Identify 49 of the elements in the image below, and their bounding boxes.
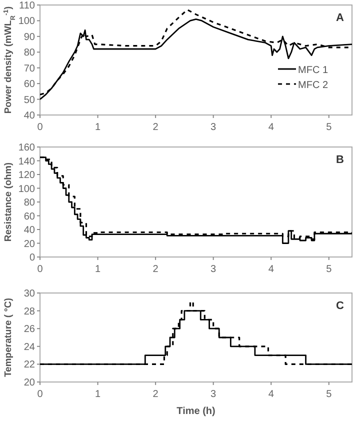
y-axis-title: Temperature ( °C)	[3, 298, 14, 378]
x-tick-label: 1	[94, 264, 101, 275]
y-tick-label: 100	[18, 16, 36, 28]
legend-label: MFC 2	[298, 80, 328, 91]
x-tick-label: 1	[94, 122, 101, 133]
x-tick-label: 3	[210, 264, 217, 275]
x-tick-label: 5	[326, 264, 332, 275]
y-axis-title: Resistance (ohm)	[3, 162, 14, 242]
y-tick-label: 30	[24, 288, 36, 300]
y-tick-label: 110	[19, 0, 36, 12]
annotation: C	[336, 300, 344, 312]
y-tick-label: 24	[24, 342, 36, 353]
y-tick-label: 40	[24, 110, 36, 122]
x-tick-label: 0	[37, 264, 44, 275]
y-tick-label: 160	[18, 142, 36, 154]
x-tick-label: 0	[37, 389, 44, 400]
y-tick-label: 70	[24, 63, 36, 74]
x-tick-label: 5	[326, 389, 332, 400]
x-tick-label: 4	[268, 389, 274, 400]
y-tick-label: 60	[24, 79, 36, 90]
x-tick-label: 4	[268, 122, 274, 133]
x-tick-label: 2	[152, 264, 159, 275]
y-tick-label: 90	[24, 32, 36, 43]
y-tick-label: 50	[24, 94, 36, 106]
x-tick-label: 5	[326, 122, 332, 133]
x-axis-title: Time (h)	[176, 406, 216, 417]
y-tick-label: 40	[24, 225, 36, 236]
legend-label: MFC 1	[298, 65, 328, 76]
annotation: A	[336, 12, 344, 24]
y-tick-label: 60	[24, 211, 36, 222]
y-tick-label: 80	[24, 48, 36, 59]
y-tick-label: 100	[18, 184, 36, 195]
y-tick-label: 80	[24, 198, 36, 208]
y-tick-label: 0	[29, 252, 36, 264]
y-tick-label: 20	[24, 238, 36, 250]
x-tick-label: 1	[94, 389, 101, 400]
y-tick-label: 140	[18, 156, 36, 168]
x-tick-label: 4	[268, 264, 274, 275]
y-tick-label: 28	[24, 306, 36, 318]
x-tick-label: 0	[37, 122, 44, 133]
x-tick-label: 2	[152, 122, 159, 133]
annotation: B	[336, 154, 344, 166]
x-tick-label: 2	[152, 389, 159, 400]
y-tick-label: 26	[24, 324, 36, 336]
y-tick-label: 120	[18, 170, 36, 181]
y-tick-label: 20	[24, 378, 36, 388]
x-tick-label: 3	[210, 389, 217, 400]
x-tick-label: 3	[210, 122, 217, 133]
y-tick-label: 22	[24, 360, 36, 371]
